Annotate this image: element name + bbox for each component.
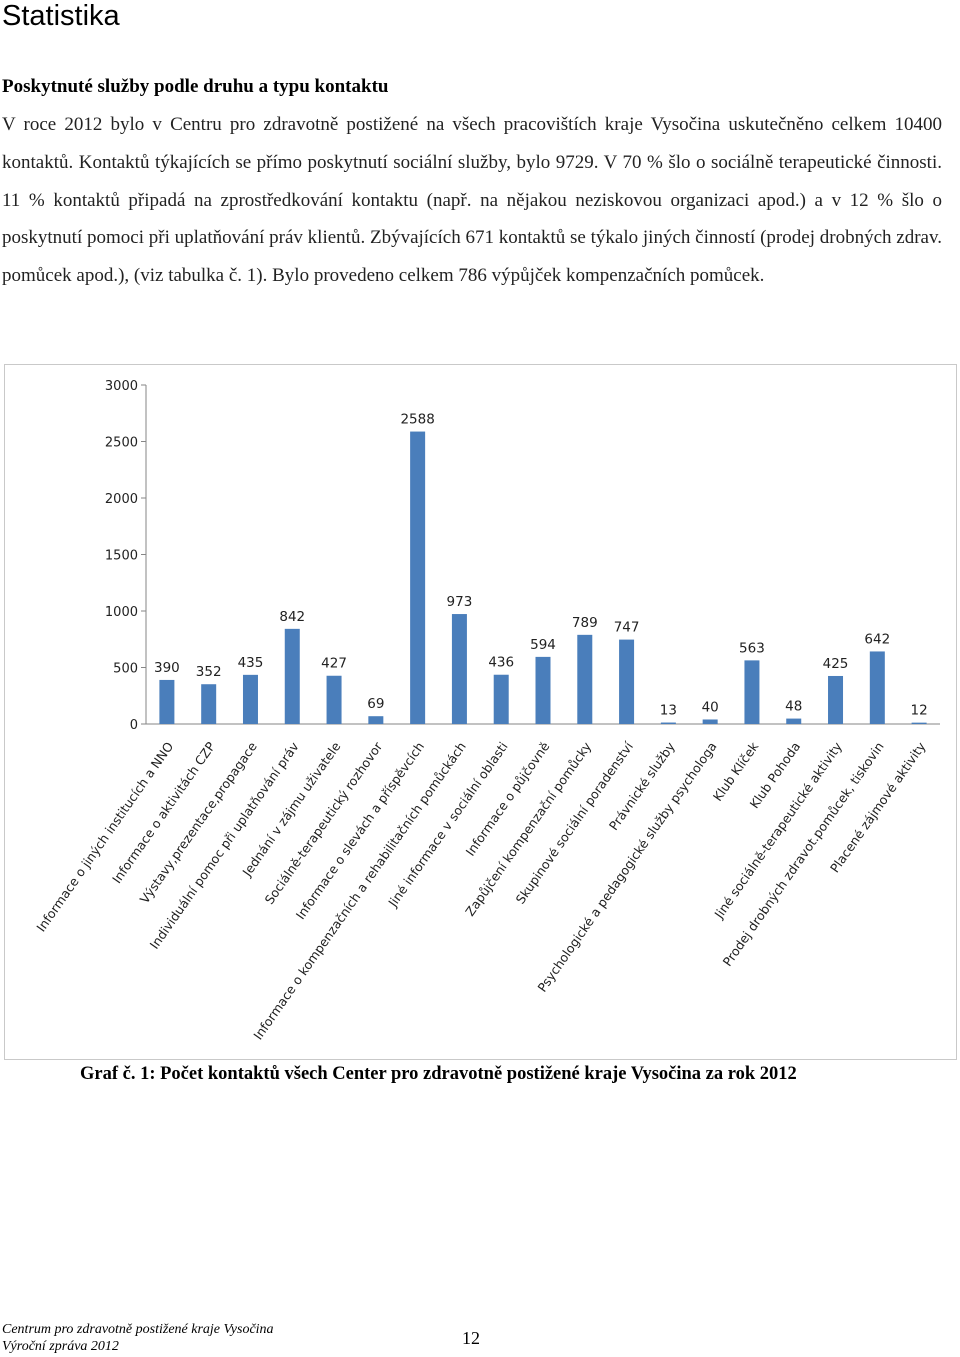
bar-value-label: 2588 <box>400 412 434 428</box>
bar-value-label: 425 <box>823 656 849 672</box>
bar <box>451 614 467 724</box>
category-label: Prodej drobných zdravot.pomůcek, tiskovi… <box>720 739 887 969</box>
page-title: Statistika <box>2 0 120 32</box>
bar-value-label: 642 <box>864 631 890 647</box>
y-tick-label: 3000 <box>105 379 138 394</box>
bar <box>493 674 509 724</box>
y-tick-label: 2500 <box>105 436 138 451</box>
bar <box>368 716 384 724</box>
bar-value-label: 13 <box>660 703 677 719</box>
bar <box>535 656 551 724</box>
bar-value-label: 842 <box>279 609 305 625</box>
page-number: 12 <box>462 1328 480 1348</box>
y-tick-label: 500 <box>113 662 138 677</box>
bar <box>828 675 844 724</box>
bar-value-label: 435 <box>238 655 264 671</box>
category-label: Individuální pomoc při uplatňování práv <box>147 739 302 952</box>
bar-value-label: 12 <box>911 703 928 719</box>
bar <box>410 431 426 724</box>
bar-value-label: 973 <box>447 594 473 610</box>
bar <box>744 660 760 724</box>
y-tick-label: 1500 <box>105 549 138 564</box>
bar <box>911 722 927 724</box>
bar <box>702 719 718 724</box>
bar-value-label: 69 <box>367 696 384 712</box>
bar-value-label: 436 <box>488 655 514 671</box>
bar <box>869 651 885 724</box>
bar-value-label: 427 <box>321 656 347 672</box>
bar-value-label: 48 <box>785 699 802 715</box>
bar-value-label: 789 <box>572 615 598 631</box>
bar-value-label: 747 <box>614 620 640 636</box>
bar <box>242 674 258 724</box>
y-tick-label: 0 <box>130 718 138 733</box>
bar <box>660 722 676 724</box>
bar <box>786 718 802 724</box>
bar <box>619 639 635 724</box>
bar-value-label: 40 <box>702 699 719 715</box>
bar <box>284 628 300 724</box>
chart-frame: 0 500 1000 1500 2000 2500 3000 390 Informace o j… <box>4 364 957 1060</box>
chart-caption: Graf č. 1: Počet kontaktů všech Center p… <box>80 1064 797 1084</box>
bar <box>201 684 217 724</box>
bar <box>326 675 342 724</box>
bar-value-label: 594 <box>530 637 556 653</box>
y-tick-label: 1000 <box>105 605 138 620</box>
bar <box>577 634 593 724</box>
footer-organization: Centrum pro zdravotně postižené kraje Vy… <box>2 1322 274 1337</box>
bar-value-label: 563 <box>739 640 765 656</box>
footer-report-title: Výroční zpráva 2012 <box>2 1339 119 1354</box>
y-tick-label: 2000 <box>105 492 138 507</box>
bar-value-label: 390 <box>154 660 180 676</box>
bar-value-label: 352 <box>196 664 222 680</box>
section-heading: Poskytnuté služby podle druhu a typu kon… <box>2 76 389 97</box>
bar <box>159 679 175 724</box>
intro-paragraph: V roce 2012 bylo v Centru pro zdravotně … <box>2 114 942 287</box>
